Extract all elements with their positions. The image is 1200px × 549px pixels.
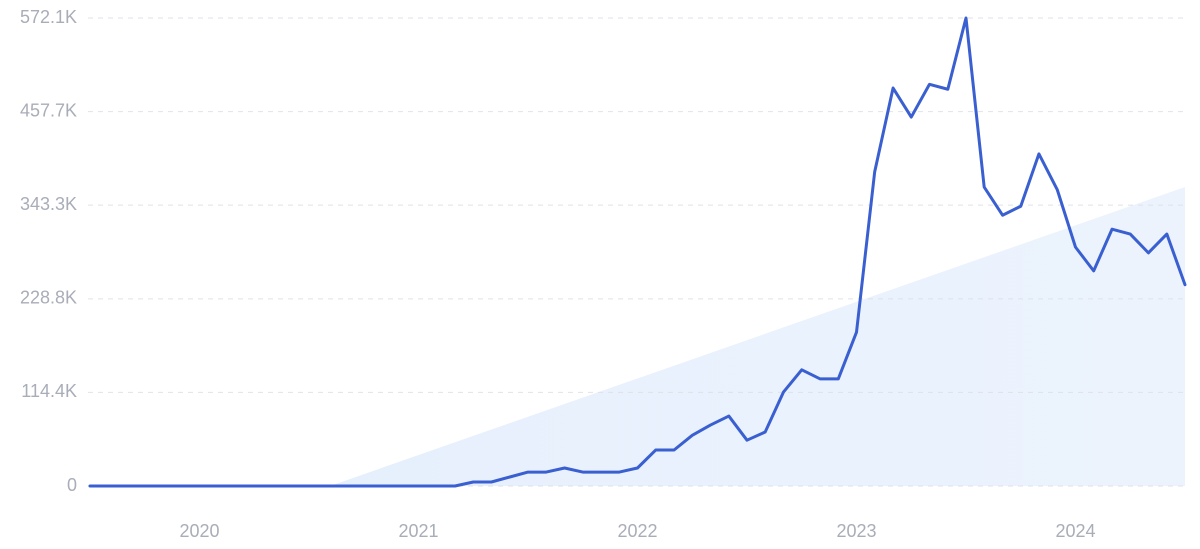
x-tick-label: 2022 [617, 521, 657, 541]
x-tick-label: 2023 [836, 521, 876, 541]
y-tick-label: 572.1K [20, 7, 77, 27]
x-tick-label: 2021 [398, 521, 438, 541]
y-tick-label: 457.7K [20, 100, 77, 120]
x-tick-label: 2024 [1055, 521, 1095, 541]
x-tick-label: 2020 [179, 521, 219, 541]
y-tick-label: 0 [67, 475, 77, 495]
trend-area [330, 187, 1185, 486]
y-tick-label: 228.8K [20, 288, 77, 308]
y-tick-label: 343.3K [20, 194, 77, 214]
y-tick-label: 114.4K [21, 381, 77, 401]
data-line [88, 16, 1187, 488]
